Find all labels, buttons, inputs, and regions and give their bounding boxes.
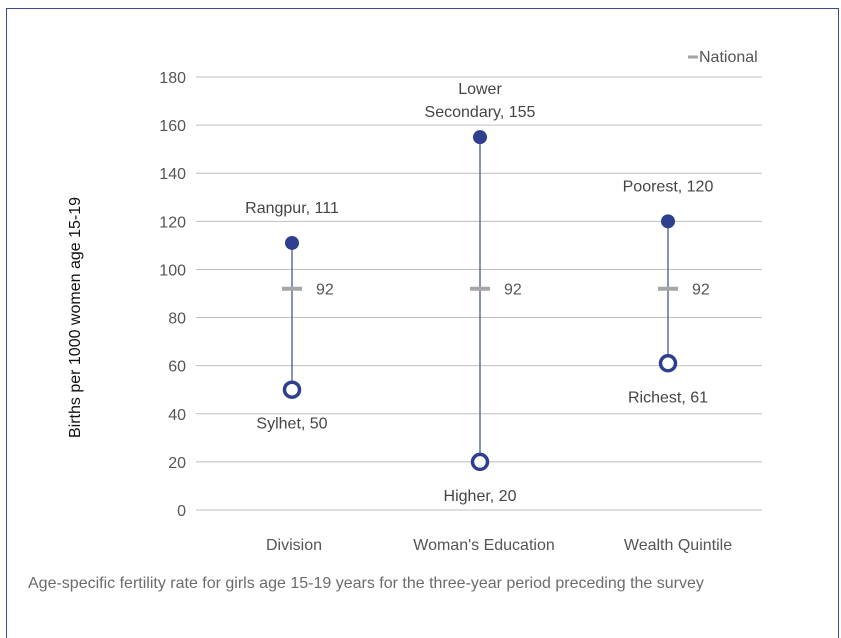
y-tick-label: 0 (177, 503, 186, 520)
low-point-label: Sylhet, 50 (256, 416, 327, 433)
range-chart: 0 20 40 60 80 100 120 140 160 180 Births per 1000 … (67, 49, 762, 554)
y-tick-label: 140 (159, 166, 186, 183)
low-point (658, 354, 678, 373)
y-tick-label: 120 (159, 214, 186, 231)
national-value-label: 92 (316, 282, 334, 299)
y-tick-label: 180 (159, 70, 186, 87)
y-axis-label: Births per 1000 women age 15-19 (67, 197, 84, 438)
y-tick-label: 80 (168, 311, 186, 328)
low-point (470, 452, 490, 472)
category-label: Woman's Education (413, 537, 555, 554)
legend-national-label: National (699, 49, 758, 66)
high-point (473, 130, 487, 145)
high-point-label: Secondary, 155 (425, 104, 536, 121)
y-tick-label: 40 (168, 407, 186, 424)
chart-caption: Age-specific fertility rate for girls ag… (28, 575, 704, 592)
y-tick-label: 20 (168, 455, 186, 472)
low-point (282, 380, 302, 399)
high-point (285, 235, 299, 250)
low-point-label: Higher, 20 (444, 488, 517, 505)
high-point-label: Lower (458, 81, 502, 98)
high-point-label: Rangpur, 111 (245, 200, 339, 217)
y-tick-label: 100 (159, 262, 186, 279)
y-tick-label: 60 (168, 359, 186, 376)
high-point (661, 214, 675, 229)
category-label: Division (266, 537, 322, 554)
high-point-label: Poorest, 120 (623, 178, 714, 195)
chart-frame (6, 8, 839, 638)
national-value-label: 92 (692, 282, 710, 299)
national-value-label: 92 (504, 282, 522, 299)
y-tick-label: 160 (159, 118, 186, 135)
category-label: Wealth Quintile (624, 537, 732, 554)
low-point-label: Richest, 61 (628, 389, 708, 406)
